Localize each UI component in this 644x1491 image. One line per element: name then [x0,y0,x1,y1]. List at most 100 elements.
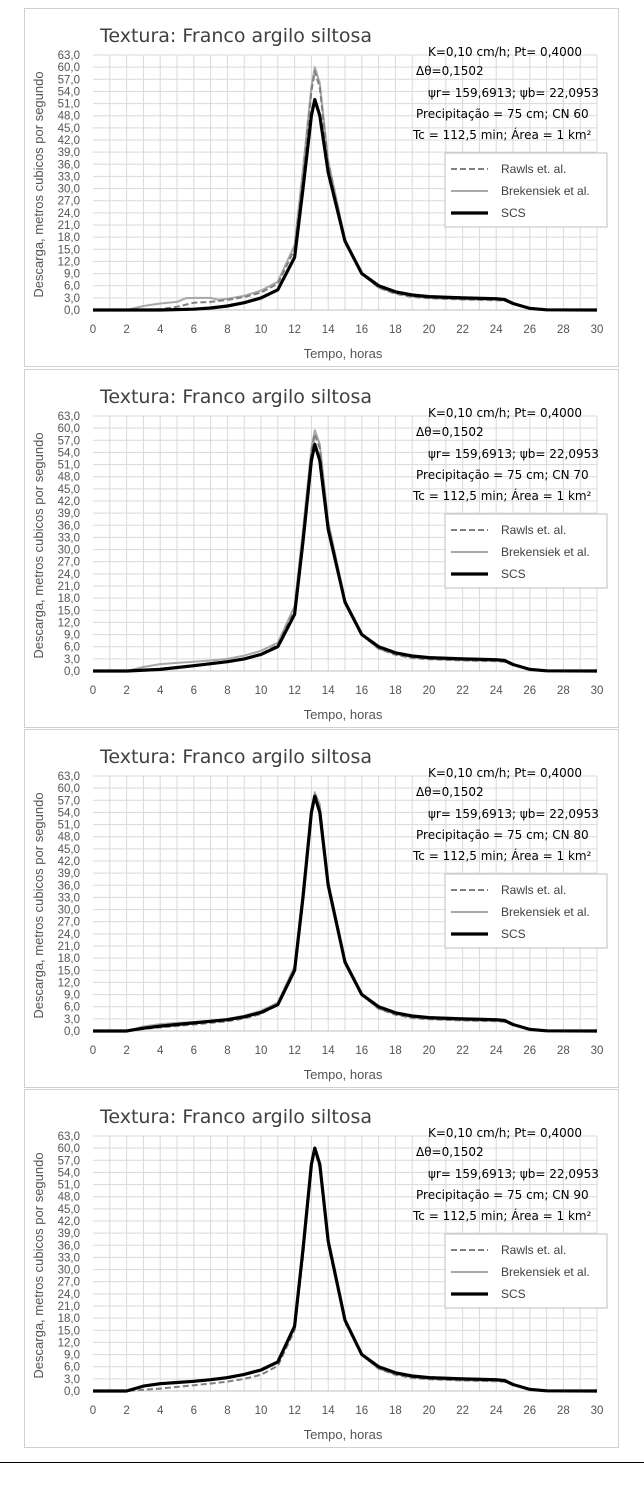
chart3-y-tick-label: 45,0 [58,844,80,856]
chart2-x-tick-label: 8 [224,685,230,697]
chart1-annotation: Precipitação = 75 cm; CN 60 [416,107,589,121]
chart4-x-axis-label: Tempo, horas [304,1427,383,1442]
chart4-x-tick-label: 8 [224,1405,230,1417]
chart2-y-tick-label: 54,0 [58,447,80,459]
chart3-x-tick-label: 2 [123,1045,129,1057]
chart3-x-tick-label: 8 [224,1045,230,1057]
chart2-x-tick-label: 24 [490,685,503,697]
chart2-y-tick-label: 21,0 [58,581,80,593]
chart4-x-tick-label: 22 [456,1405,469,1417]
chart2-y-tick-label: 45,0 [58,484,80,496]
chart3-y-tick-label: 18,0 [58,953,80,965]
chart2-y-tick-label: 42,0 [58,496,80,508]
chart3-annotation: Precipitação = 75 cm; CN 80 [416,828,589,842]
chart4-legend-label: Rawls et. al. [501,1243,566,1257]
chart1-y-tick-label: 51,0 [58,99,80,111]
chart1-title: Textura: Franco argilo siltosa [99,25,372,47]
chart2-x-tick-label: 4 [157,685,164,697]
chart1-x-tick-label: 30 [591,324,604,336]
chart1-y-tick-label: 21,0 [58,220,80,232]
chart4-y-tick-label: 9,0 [64,1350,80,1362]
chart3-annotation: ψr= 159,6913; ψb= 22,0953 [428,807,599,821]
chart4-x-tick-label: 26 [523,1405,536,1417]
chart1-x-axis-label: Tempo, horas [304,346,383,361]
chart2-x-tick-label: 18 [389,685,402,697]
chart1-x-tick-label: 22 [456,324,469,336]
chart4-y-axis-label: Descarga, metros cubicos por segundo [31,1152,46,1378]
chart2-title: Textura: Franco argilo siltosa [99,386,372,408]
chart2-x-tick-label: 14 [322,685,335,697]
chart2-annotation: Tc = 112,5 min; Área = 1 km² [412,488,592,503]
chart4-x-tick-label: 10 [255,1405,268,1417]
chart3-legend-label: Brekensiek et al. [501,905,590,919]
chart2-y-tick-label: 0,0 [64,666,80,678]
chart4-x-tick-label: 16 [355,1405,368,1417]
chart1-x-tick-label: 6 [191,324,197,336]
chart1-y-tick-label: 42,0 [58,135,80,147]
chart1-y-tick-label: 39,0 [58,147,80,159]
chart4-y-tick-label: 24,0 [58,1289,80,1301]
chart1-y-tick-label: 54,0 [58,86,80,98]
chart2-y-tick-label: 48,0 [58,472,80,484]
chart3-x-tick-label: 30 [591,1045,604,1057]
chart4-y-tick-label: 48,0 [58,1192,80,1204]
chart3-y-tick-label: 15,0 [58,965,80,977]
chart3-y-tick-label: 0,0 [64,1026,80,1038]
chart1-y-tick-label: 45,0 [58,123,80,135]
chart4-legend-label: SCS [501,1287,526,1301]
chart2-x-tick-label: 12 [288,685,301,697]
chart1-x-tick-label: 28 [557,324,570,336]
bottom-rule [0,1462,644,1463]
chart1-y-tick-label: 24,0 [58,208,80,220]
chart3-y-tick-label: 60,0 [58,783,80,795]
chart3-series-line-scs [93,794,598,1033]
chart3-y-tick-label: 9,0 [64,990,80,1002]
chart4-annotation: ψr= 159,6913; ψb= 22,0953 [428,1167,599,1181]
chart2-y-tick-label: 33,0 [58,532,80,544]
chart1-legend-label: Rawls et. al. [501,162,566,176]
chart2-y-tick-label: 24,0 [58,569,80,581]
chart3-y-tick-label: 51,0 [58,820,80,832]
chart2-legend-label: SCS [501,567,526,581]
chart2-annotation: ψr= 159,6913; ψb= 22,0953 [428,447,599,461]
chart1-x-tick-label: 12 [288,324,301,336]
chart2-y-tick-label: 36,0 [58,520,80,532]
chart2-annotation: Precipitação = 75 cm; CN 70 [416,468,589,482]
chart3-x-tick-label: 16 [355,1045,368,1057]
chart1-x-tick-label: 16 [355,324,368,336]
chart3-x-tick-label: 10 [255,1045,268,1057]
chart1-y-tick-label: 12,0 [58,256,80,268]
chart2-series-line-scs [93,442,598,673]
chart1-y-tick-label: 57,0 [58,74,80,86]
chart2-y-tick-label: 57,0 [58,435,80,447]
chart1-y-tick-label: 27,0 [58,196,80,208]
chart4-y-tick-label: 0,0 [64,1386,80,1398]
chart2-x-tick-label: 16 [355,685,368,697]
chart3-annotation: Δθ=0,1502 [416,785,484,799]
chart4-y-tick-label: 36,0 [58,1240,80,1252]
chart2-legend-label: Rawls et. al. [501,523,566,537]
chart4-y-tick-label: 42,0 [58,1216,80,1228]
chart1-annotation: Δθ=0,1502 [416,64,484,78]
chart3-y-tick-label: 63,0 [58,771,80,783]
chart1-x-tick-label: 20 [423,324,436,336]
chart2-y-tick-label: 6,0 [64,642,80,654]
chart1-y-tick-label: 30,0 [58,184,80,196]
chart3-x-tick-label: 4 [157,1045,164,1057]
chart2-x-tick-label: 26 [523,685,536,697]
chart3-y-tick-label: 30,0 [58,905,80,917]
chart3-y-tick-label: 12,0 [58,977,80,989]
chart2-y-tick-label: 3,0 [64,654,80,666]
chart1-y-axis-label: Descarga, metros cubicos por segundo [31,71,46,297]
chart3-y-tick-label: 33,0 [58,892,80,904]
chart4-y-tick-label: 57,0 [58,1155,80,1167]
chart3-x-tick-label: 18 [389,1045,402,1057]
chart3-x-tick-label: 6 [191,1045,197,1057]
chart1-x-tick-label: 4 [157,324,164,336]
chart1-x-tick-label: 2 [123,324,129,336]
chart2-x-tick-label: 22 [456,685,469,697]
chart3-annotation: Tc = 112,5 min; Área = 1 km² [412,848,592,863]
chart3-y-tick-label: 42,0 [58,856,80,868]
